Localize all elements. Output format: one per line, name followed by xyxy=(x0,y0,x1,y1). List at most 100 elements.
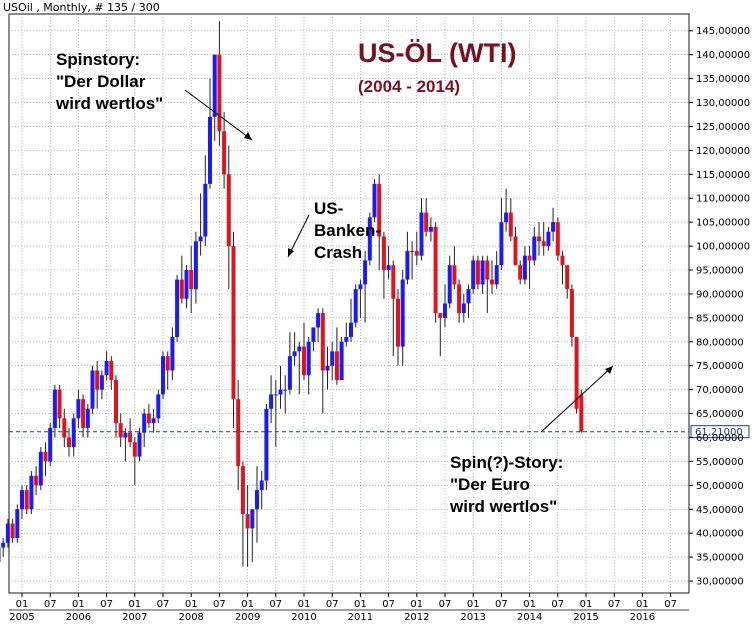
x-month-label: 07 xyxy=(382,599,395,610)
annotation-dollar: Spinstory: "Der Dollar wird wertlos" xyxy=(56,50,164,113)
candle-body xyxy=(287,356,292,390)
candle-body xyxy=(316,313,321,328)
candle-body xyxy=(62,418,67,438)
candle-body xyxy=(358,284,363,290)
candle-body xyxy=(20,490,24,510)
candle-body xyxy=(175,279,180,337)
x-month-label: 01 xyxy=(636,599,649,610)
candle-body xyxy=(222,131,227,175)
x-year-label: 2008 xyxy=(178,612,203,623)
candle-body xyxy=(377,183,382,237)
candle-body xyxy=(226,174,231,247)
x-month-label: 07 xyxy=(100,599,113,610)
candle-body xyxy=(480,260,485,285)
x-month-label: 01 xyxy=(185,599,198,610)
candle-body xyxy=(29,475,34,510)
candle-body xyxy=(193,241,198,290)
candle-body xyxy=(475,260,480,285)
candle-body xyxy=(527,255,532,261)
x-month-label: 01 xyxy=(298,599,311,610)
x-year-label: 2005 xyxy=(9,612,34,623)
candle-body xyxy=(165,356,170,371)
candle-body xyxy=(438,313,443,318)
candle-body xyxy=(189,270,194,290)
arrow-euro xyxy=(540,365,614,433)
candle-body xyxy=(513,236,518,266)
x-month-label: 07 xyxy=(44,599,57,610)
candles xyxy=(0,21,584,567)
x-year-label: 2014 xyxy=(517,612,542,623)
candle-body xyxy=(292,351,297,357)
candle-body xyxy=(10,523,15,538)
candle-body xyxy=(433,226,438,314)
candle-body xyxy=(109,360,114,381)
candle-body xyxy=(297,346,302,352)
candle-body xyxy=(208,116,212,184)
candle-body xyxy=(245,514,250,529)
candle-body xyxy=(320,313,325,371)
y-tick-label: 75,00000 xyxy=(696,361,744,372)
candle-body xyxy=(461,303,466,314)
x-month-label: 07 xyxy=(269,599,282,610)
y-tick-label: 50,00000 xyxy=(696,481,744,492)
candle-body xyxy=(551,222,556,232)
x-month-label: 01 xyxy=(128,599,141,610)
candle-body xyxy=(184,270,189,299)
x-year-label: 2006 xyxy=(66,612,91,623)
y-tick-label: 85,00000 xyxy=(696,313,744,324)
candle-body xyxy=(57,389,62,419)
candle-body xyxy=(85,408,90,428)
candle-body xyxy=(203,183,208,237)
candle-body xyxy=(367,217,372,261)
candle-body xyxy=(325,365,330,371)
candle-body xyxy=(508,212,513,237)
candle-body xyxy=(104,360,109,376)
candle-body xyxy=(579,394,584,432)
candle-body xyxy=(269,394,274,409)
candle-body xyxy=(5,523,10,543)
candle-body xyxy=(396,298,400,347)
candle-body xyxy=(353,289,358,323)
candle-body xyxy=(414,250,419,256)
candle-body xyxy=(330,351,335,366)
y-tick-label: 40,00000 xyxy=(696,529,744,540)
x-year-label: 2011 xyxy=(348,612,373,623)
x-month-label: 07 xyxy=(326,599,339,610)
candle-body xyxy=(38,451,43,486)
x-month-label: 07 xyxy=(551,599,564,610)
candle-body xyxy=(99,375,104,390)
candle-body xyxy=(541,241,546,247)
candle-body xyxy=(504,212,509,223)
x-year-label: 2016 xyxy=(630,612,655,623)
candle-body xyxy=(128,432,133,443)
candle-body xyxy=(485,260,490,280)
candle-body xyxy=(236,399,241,467)
y-tick-label: 130,00000 xyxy=(696,98,750,109)
candle-body xyxy=(522,255,527,280)
x-year-label: 2007 xyxy=(122,612,147,623)
x-month-label: 01 xyxy=(72,599,85,610)
candle-body xyxy=(457,284,462,314)
y-tick-label: 145,00000 xyxy=(696,26,750,37)
x-year-label: 2015 xyxy=(573,612,598,623)
candle-body xyxy=(146,413,151,424)
y-tick-label: 95,00000 xyxy=(696,266,744,277)
candle-body xyxy=(34,475,39,486)
x-month-label: 01 xyxy=(241,599,254,610)
x-month-label: 07 xyxy=(439,599,452,610)
x-month-label: 07 xyxy=(495,599,508,610)
candle-body xyxy=(43,451,48,462)
x-month-label: 01 xyxy=(580,599,593,610)
candle-body xyxy=(518,265,523,280)
candle-body xyxy=(198,236,203,242)
x-month-label: 01 xyxy=(467,599,480,610)
y-tick-label: 65,00000 xyxy=(696,409,744,420)
candle-body xyxy=(48,427,53,462)
candle-body xyxy=(90,370,95,409)
y-tick-label: 105,00000 xyxy=(696,218,750,229)
candle-body xyxy=(179,279,184,299)
candle-body xyxy=(471,260,476,290)
y-tick-label: 60,00000 xyxy=(696,433,744,444)
y-axis: 30,00000 35,00000 40,00000 45,00000 50,00000… xyxy=(689,26,750,588)
